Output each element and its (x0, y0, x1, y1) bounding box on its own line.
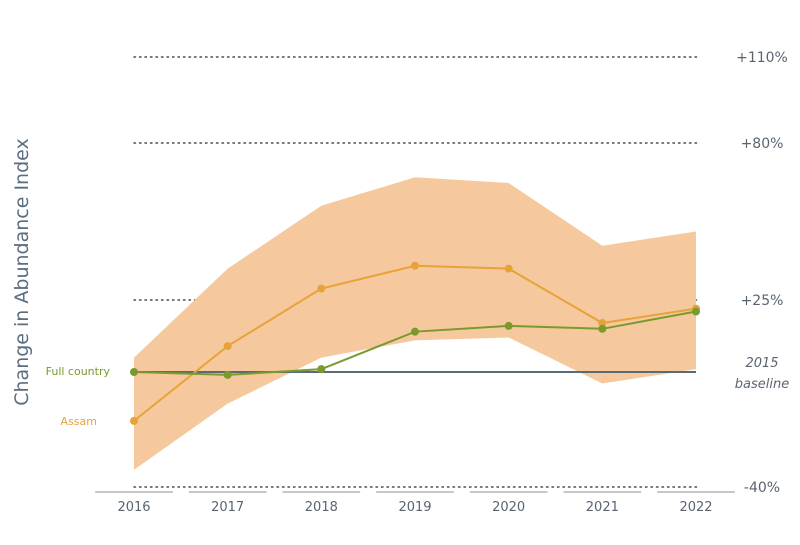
baseline-label-year: 2015 (745, 356, 778, 371)
y-tick-label-3: -40% (744, 480, 780, 496)
baseline-label-text: baseline (735, 377, 789, 392)
confidence-bands (134, 177, 696, 470)
x-tick-label-6: 2022 (679, 500, 712, 515)
y-tick-label-1: +80% (741, 136, 784, 152)
x-tick-label-4: 2020 (492, 500, 525, 515)
point-0-4 (504, 321, 513, 330)
point-1-3 (411, 261, 419, 270)
point-1-5 (598, 319, 607, 328)
point-0-2 (317, 365, 326, 374)
point-1-1 (223, 342, 232, 351)
y-axis-label: Change in Abundance Index (11, 138, 33, 406)
point-1-2 (317, 284, 326, 293)
x-axis: 2016 2017 2018 2019 2020 2021 2022 (95, 491, 735, 515)
point-0-0 (130, 368, 138, 376)
x-tick-label-0: 2016 (117, 500, 150, 515)
x-tick-label-1: 2017 (211, 500, 244, 515)
point-0-3 (411, 327, 419, 336)
point-0-1 (223, 370, 232, 379)
x-tick-label-5: 2021 (586, 500, 619, 515)
point-0-5 (598, 324, 607, 333)
series-label-assam: Assam (61, 415, 97, 428)
point-1-4 (504, 264, 513, 273)
y-tick-labels: +110% +80% +25% -40% (736, 50, 788, 496)
x-tick-label-2: 2018 (305, 500, 338, 515)
y-tick-label-0: +110% (736, 50, 788, 66)
point-1-0 (130, 416, 138, 425)
series-label-full-country: Full country (46, 365, 111, 378)
point-0-6 (692, 307, 700, 316)
x-tick-label-3: 2019 (398, 500, 431, 515)
y-tick-label-2: +25% (741, 293, 784, 309)
band-1 (134, 177, 696, 470)
series-lines (130, 261, 700, 425)
